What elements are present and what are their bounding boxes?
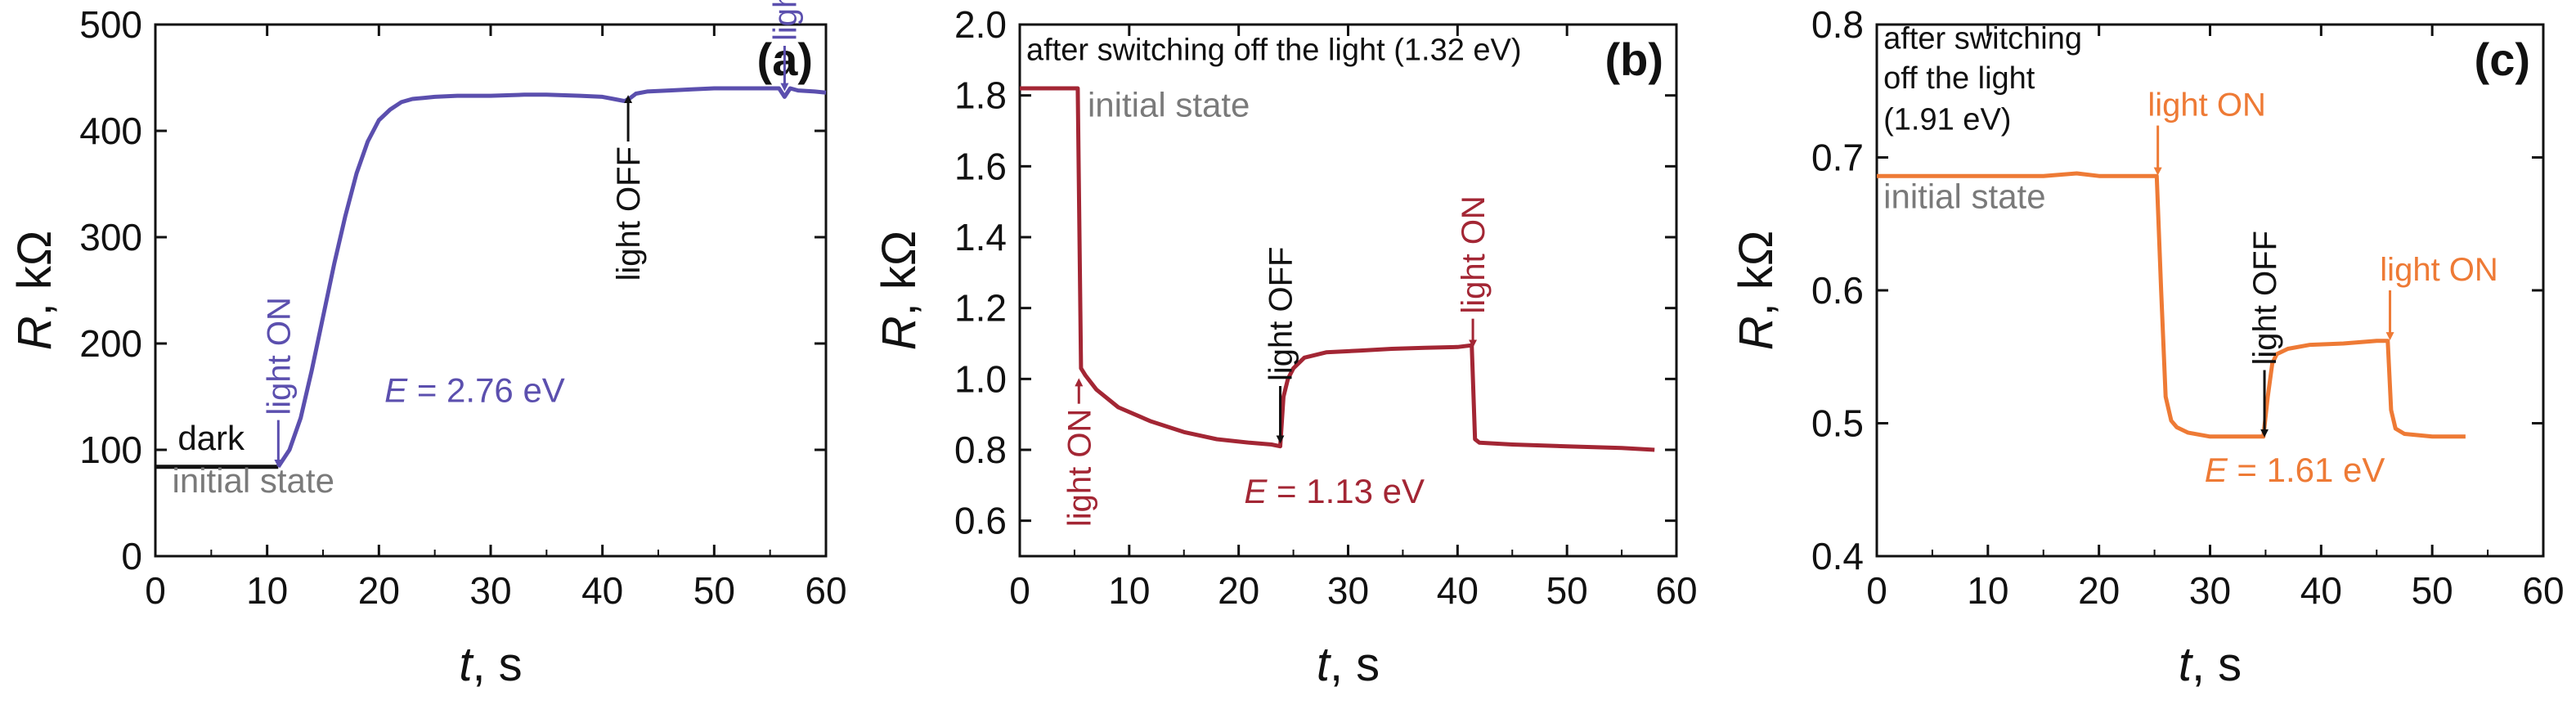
panel-c: 0 10 20 30 40 50 60 0.4 0.5 0.6 0.7 0.8 t, s R, kΩ (c)…	[1730, 3, 2565, 691]
y-tick-label: 400	[79, 110, 142, 152]
y-tick-label: 0.8	[954, 429, 1007, 471]
y-axis-unit: , kΩ	[1730, 231, 1783, 317]
annotation: initial state	[1088, 86, 1250, 124]
x-tick-label: 20	[1218, 569, 1259, 612]
panel-label: (c)	[2475, 34, 2530, 85]
series-line-b-1	[1020, 86, 1655, 452]
y-axis-label: R, kΩ	[873, 231, 926, 350]
x-axis-label: t, s	[459, 638, 522, 691]
y-tick-label: 0	[121, 535, 142, 577]
annotation-value: = 1.61 eV	[2228, 451, 2385, 489]
y-axis-unit: , kΩ	[8, 231, 61, 317]
x-axis-unit: , s	[472, 638, 522, 691]
marker-label: light ON	[1061, 409, 1097, 527]
x-tick-label: 50	[693, 569, 735, 612]
marker-label: light ON	[2147, 88, 2266, 123]
x-axis-unit: , s	[2192, 638, 2242, 691]
y-tick-label: 100	[79, 429, 142, 471]
x-tick-label: 20	[2078, 569, 2120, 612]
y-tick-label: 1.0	[954, 357, 1007, 400]
x-tick-label: 50	[1546, 569, 1588, 612]
y-tick-label: 0.7	[1811, 137, 1864, 179]
y-tick-label: 300	[79, 216, 142, 258]
annotation-variable: E	[384, 371, 408, 410]
marker-label: light ON	[767, 0, 803, 41]
y-tick-label: 0.8	[1811, 3, 1864, 46]
marker-label: light ON	[261, 297, 297, 415]
x-tick-label: 0	[1866, 569, 1887, 612]
y-tick-label: 2.0	[954, 3, 1007, 46]
y-axis-variable: R	[873, 316, 926, 350]
panel-b: 0 10 20 30 40 50 600.60.81.01.21.41.61.82.0t, …	[873, 3, 1698, 691]
annotation-value: = 2.76 eV	[407, 371, 565, 410]
x-tick-label: 10	[1967, 569, 2008, 612]
y-axis-variable: R	[8, 316, 61, 350]
annotation-variable: E	[1244, 472, 1268, 510]
x-axis-variable: t	[2179, 638, 2194, 691]
x-tick-label: 40	[2300, 569, 2342, 612]
y-tick-label: 1.4	[954, 216, 1007, 258]
marker-label: light OFF	[1263, 247, 1299, 381]
annotation-value: = 1.13 eV	[1267, 472, 1425, 510]
annotation: initial state	[173, 461, 334, 500]
y-tick-label: 1.6	[954, 145, 1007, 187]
annotation: after switching	[1883, 21, 2082, 56]
x-axis-label: t, s	[1317, 638, 1380, 691]
y-tick-label: 1.8	[954, 74, 1007, 117]
x-axis-variable: t	[1317, 638, 1332, 691]
panel-label: (b)	[1604, 34, 1663, 85]
marker-label: light ON	[1456, 195, 1492, 314]
x-tick-label: 20	[358, 569, 400, 612]
annotation-variable: E	[2205, 451, 2228, 489]
x-tick-label: 30	[2189, 569, 2231, 612]
annotation: (1.91 eV)	[1883, 102, 2011, 137]
y-tick-label: 500	[79, 3, 142, 46]
annotation: initial state	[1883, 177, 2045, 215]
marker-label: light OFF	[611, 146, 647, 281]
x-tick-label: 10	[1108, 569, 1150, 612]
y-axis-label: R, kΩ	[1730, 231, 1783, 350]
y-tick-label: 0.5	[1811, 402, 1864, 445]
y-axis-variable: R	[1730, 316, 1783, 350]
y-axis-unit: , kΩ	[873, 231, 926, 317]
y-tick-label: 200	[79, 322, 142, 365]
annotation: E = 2.76 eV	[384, 371, 565, 410]
marker-label: light ON	[2380, 252, 2498, 288]
y-tick-label: 0.4	[1811, 535, 1864, 577]
x-tick-label: 40	[581, 569, 623, 612]
x-tick-label: 60	[1655, 569, 1697, 612]
x-tick-label: 30	[1327, 569, 1369, 612]
marker-label: light OFF	[2247, 231, 2283, 365]
series-line-a-2	[276, 86, 827, 469]
series-line-c-1	[1877, 171, 2466, 439]
x-tick-label: 0	[1009, 569, 1030, 612]
x-tick-label: 40	[1437, 569, 1479, 612]
x-tick-label: 0	[145, 569, 166, 612]
x-axis-variable: t	[459, 638, 474, 691]
y-axis-label: R, kΩ	[8, 231, 61, 350]
x-tick-label: 10	[246, 569, 288, 612]
y-tick-label: 0.6	[1811, 269, 1864, 312]
y-tick-label: 0.6	[954, 500, 1007, 542]
annotation: E = 1.61 eV	[2205, 451, 2385, 489]
annotation: E = 1.13 eV	[1244, 472, 1425, 510]
y-tick-label: 1.2	[954, 287, 1007, 330]
x-axis-label: t, s	[2179, 638, 2242, 691]
x-tick-label: 50	[2412, 569, 2453, 612]
x-tick-label: 60	[2522, 569, 2564, 612]
x-tick-label: 30	[469, 569, 511, 612]
x-tick-label: 60	[805, 569, 846, 612]
x-axis-unit: , s	[1330, 638, 1380, 691]
annotation: dark	[177, 419, 245, 457]
annotation: after switching off the light (1.32 eV)	[1026, 33, 1522, 67]
annotation: off the light	[1883, 61, 2035, 96]
